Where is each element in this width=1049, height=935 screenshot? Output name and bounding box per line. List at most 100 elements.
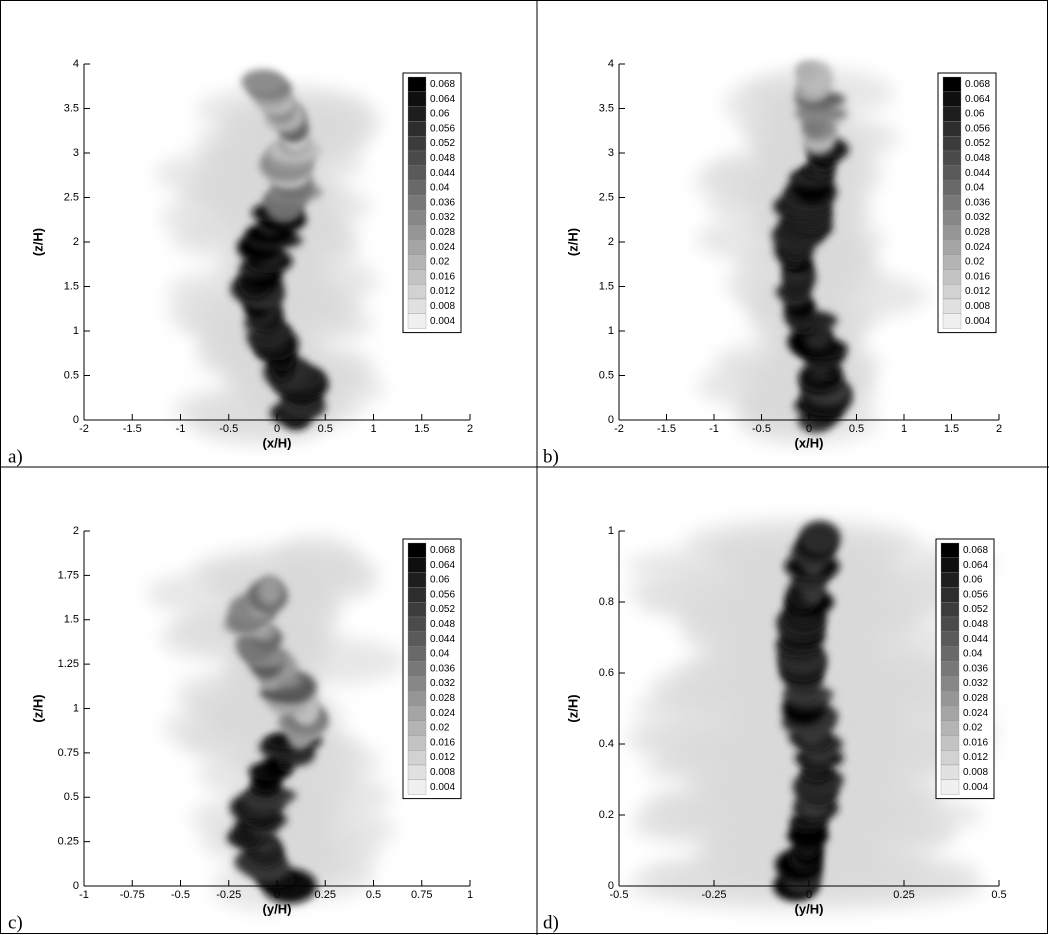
plume [154,69,385,445]
legend-label: 0.048 [430,619,455,630]
legend-swatch [942,106,962,122]
legend-label: 0.02 [430,257,450,268]
legend-swatch [407,735,427,751]
legend-swatch [940,646,960,662]
legend-label: 0.016 [430,737,455,748]
legend-label: 0.028 [965,227,990,238]
legend-label: 0.056 [430,123,455,134]
plume-core [799,520,841,556]
y-tick-label: 0.8 [599,596,614,608]
legend-swatch [942,136,962,152]
x-tick-label: 0.5 [991,889,1006,901]
y-tick-label: 1.25 [58,658,79,670]
legend-label: 0.024 [965,242,990,253]
legend-label: 0.02 [430,723,450,734]
legend-label: 0.032 [965,212,990,223]
y-tick-label: 2.5 [599,191,614,203]
legend-swatch [942,254,962,270]
legend-swatch [407,720,427,736]
x-tick-label: -1 [176,423,186,435]
legend-label: 0.052 [430,138,455,149]
panel-label: a) [8,446,23,467]
legend-swatch [942,180,962,196]
y-tick-label: 0 [608,880,614,892]
legend-label: 0.004 [965,316,990,327]
legend-swatch [407,646,427,662]
legend-label: 0.036 [430,197,455,208]
plume [693,60,928,445]
legend-swatch [407,91,427,107]
legend-swatch [407,764,427,780]
legend-label: 0.024 [430,242,455,253]
y-tick-label: 0.4 [599,738,614,750]
legend-swatch [940,602,960,618]
legend-swatch [407,76,427,92]
y-tick-label: 0.5 [64,791,79,803]
x-tick-label: 0 [274,423,280,435]
y-tick-label: 4 [608,58,614,70]
legend-swatch [407,298,427,314]
legend-swatch [942,298,962,314]
x-tick-label: 1.5 [944,423,959,435]
legend-label: 0.004 [430,782,455,793]
legend-label: 0.012 [965,286,990,297]
y-tick-label: 3 [73,147,79,159]
x-tick-label: -1.5 [123,423,142,435]
y-tick-label: 1 [608,325,614,337]
y-tick-label: 1 [73,702,79,714]
legend-swatch [940,705,960,721]
legend-swatch [940,735,960,751]
plume-core [241,69,285,94]
x-tick-label: -1 [79,889,89,901]
legend-label: 0.008 [963,767,988,778]
legend-label: 0.06 [430,109,450,120]
x-tick-label: -0.5 [610,889,629,901]
legend-swatch [940,779,960,795]
legend-label: 0.048 [963,619,988,630]
legend-label: 0.056 [963,589,988,600]
y-tick-label: 0 [73,414,79,426]
legend-label: 0.036 [963,663,988,674]
y-tick-label: 2 [608,236,614,248]
legend-label: 0.056 [965,123,990,134]
y-tick-label: 0.25 [58,836,79,848]
legend-swatch [407,284,427,300]
y-tick-label: 2.5 [64,191,79,203]
x-tick-label: 0.5 [318,423,333,435]
y-tick-label: 0.75 [58,747,79,759]
legend-swatch [940,720,960,736]
legend-label: 0.048 [965,153,990,164]
legend-label: 0.008 [430,767,455,778]
x-tick-label: 1 [467,889,473,901]
legend-swatch [407,676,427,692]
legend-swatch [407,557,427,573]
x-tick-label: 1.5 [414,423,429,435]
legend-swatch [407,587,427,603]
legend-swatch [940,764,960,780]
legend-swatch [407,661,427,677]
y-tick-label: 3 [608,147,614,159]
legend-swatch [407,106,427,122]
legend-label: 0.016 [430,271,455,282]
legend-swatch [407,542,427,558]
legend-label: 0.064 [430,94,455,105]
legend-swatch [942,165,962,181]
x-tick-label: 0.75 [411,889,432,901]
legend-swatch [407,136,427,152]
legend-swatch [942,91,962,107]
legend-swatch [940,542,960,558]
legend-label: 0.004 [430,316,455,327]
legend-label: 0.052 [963,604,988,615]
legend-swatch [407,631,427,647]
legend-label: 0.028 [430,227,455,238]
y-tick-label: 1.5 [599,280,614,292]
legend-swatch [407,779,427,795]
legend-swatch [940,587,960,603]
y-tick-label: 3.5 [599,102,614,114]
x-tick-label: 2 [467,423,473,435]
legend-swatch [407,239,427,255]
y-tick-label: 0 [608,414,614,426]
x-tick-label: -2 [79,423,89,435]
